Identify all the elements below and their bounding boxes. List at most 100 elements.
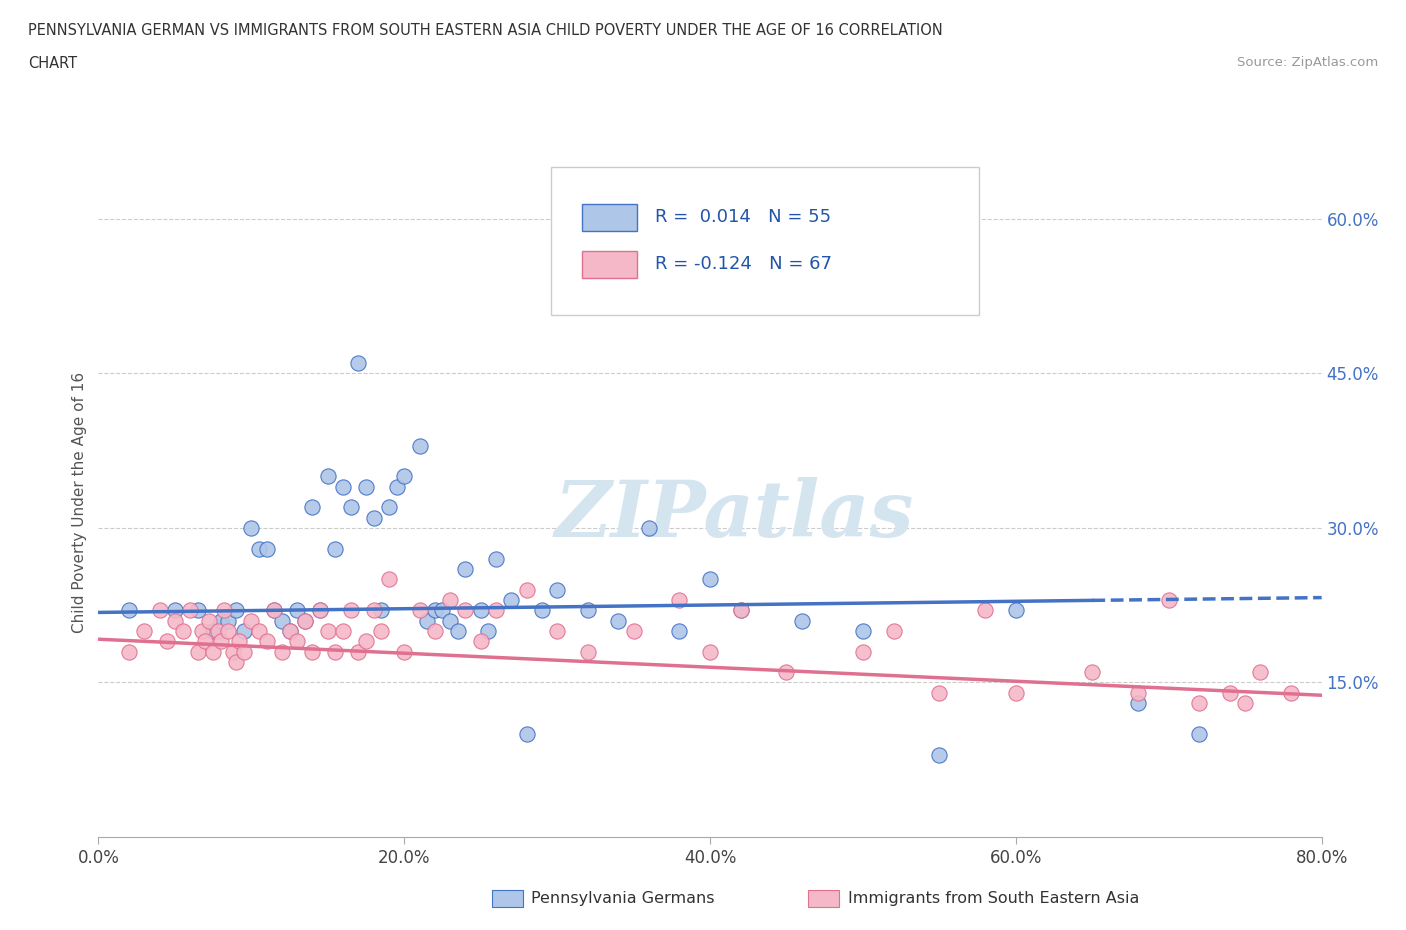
Point [247,623,270,638]
Point [852,623,875,638]
Point [470,603,492,618]
Point [699,644,721,659]
Point [263,603,285,618]
Point [546,623,568,638]
Point [699,572,721,587]
Point [118,644,141,659]
Point [416,613,439,628]
Point [530,603,553,618]
Point [623,623,645,638]
Point [576,644,599,659]
Point [576,603,599,618]
Point [240,613,263,628]
Point [637,521,661,536]
Point [1004,603,1026,618]
Point [332,623,354,638]
Point [118,603,141,618]
Point [187,603,209,618]
Point [149,603,172,618]
Point [439,592,461,607]
Point [1219,685,1241,700]
Point [454,562,477,577]
Point [207,623,229,638]
Point [1188,726,1211,741]
Point [225,655,247,670]
Point [294,613,316,628]
Point [285,603,308,618]
Point [883,623,905,638]
Point [1279,685,1302,700]
Point [202,623,225,638]
Point [202,644,225,659]
Point [301,644,323,659]
Point [1188,696,1211,711]
Point [392,469,416,484]
Point [423,603,446,618]
Point [294,613,316,628]
Point [668,592,690,607]
Point [278,623,301,638]
Point [225,603,247,618]
Point [775,665,797,680]
Text: Pennsylvania Germans: Pennsylvania Germans [531,891,716,906]
Point [501,592,523,607]
Point [363,603,385,618]
Point [668,623,690,638]
Point [363,511,385,525]
Point [228,634,250,649]
Point [546,582,568,597]
Point [485,603,508,618]
Point [325,644,347,659]
Point [447,623,470,638]
Point [1081,665,1104,680]
Point [852,644,875,659]
Point [607,613,630,628]
Point [179,603,201,618]
FancyBboxPatch shape [551,167,979,314]
Text: ZIPatlas: ZIPatlas [555,477,914,554]
Point [301,500,323,515]
Point [325,541,347,556]
Point [256,541,278,556]
Point [347,355,370,370]
Point [197,613,219,628]
Point [172,623,194,638]
Point [392,644,416,659]
Point [191,623,214,638]
Point [470,634,492,649]
Point [217,623,239,638]
Point [370,623,392,638]
Point [1249,665,1271,680]
Point [247,541,270,556]
Point [354,479,377,494]
Point [309,603,332,618]
Y-axis label: Child Poverty Under the Age of 16: Child Poverty Under the Age of 16 [72,372,87,632]
Point [1157,592,1180,607]
Point [1234,696,1257,711]
Point [339,603,361,618]
Point [439,613,461,628]
Point [408,438,430,453]
FancyBboxPatch shape [582,205,637,231]
Point [347,644,370,659]
Point [928,685,950,700]
Point [928,747,950,762]
Point [339,500,361,515]
Point [385,479,408,494]
Point [209,613,232,628]
Text: PENNSYLVANIA GERMAN VS IMMIGRANTS FROM SOUTH EASTERN ASIA CHILD POVERTY UNDER TH: PENNSYLVANIA GERMAN VS IMMIGRANTS FROM S… [28,23,943,38]
Point [263,603,285,618]
Point [163,613,186,628]
Point [309,603,332,618]
Text: Immigrants from South Eastern Asia: Immigrants from South Eastern Asia [848,891,1139,906]
Point [423,623,446,638]
Point [256,634,278,649]
Point [332,479,354,494]
Point [485,551,508,566]
Point [516,726,538,741]
Point [270,613,292,628]
Point [477,623,499,638]
Point [270,644,292,659]
Point [156,634,179,649]
Point [232,623,254,638]
